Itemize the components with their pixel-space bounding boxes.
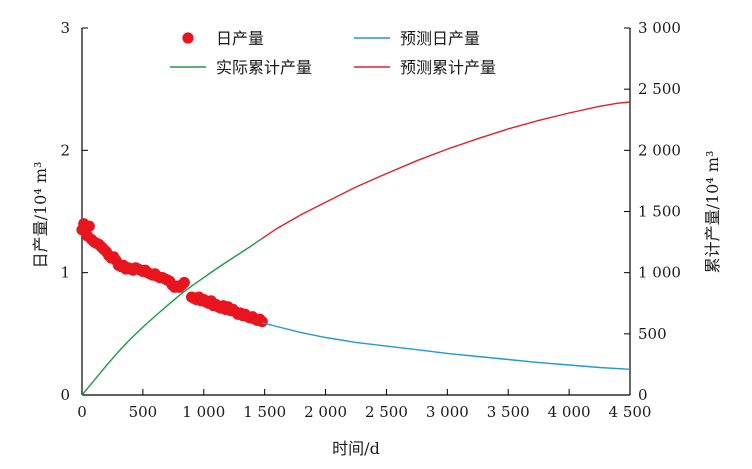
- y-left-tick-label: 3: [60, 19, 70, 37]
- series-line-2: [81, 237, 263, 396]
- x-tick-label: 4 000: [548, 403, 591, 421]
- x-tick-label: 0: [77, 403, 87, 421]
- legend-marker-0: [182, 32, 194, 44]
- series-line-3: [261, 101, 631, 239]
- y-right-tick-label: 1 000: [638, 264, 681, 282]
- x-tick-label: 4 500: [609, 403, 652, 421]
- x-tick-label: 2 000: [304, 403, 347, 421]
- y-left-tick-label: 2: [60, 141, 70, 159]
- x-tick-label: 3 000: [426, 403, 469, 421]
- x-tick-label: 2 500: [365, 403, 408, 421]
- y-right-tick-label: 0: [638, 386, 648, 404]
- y-left-axis-title: 日产量/10⁴ m³: [31, 162, 50, 269]
- y-left-tick-label: 0: [60, 386, 70, 404]
- y-right-tick-label: 3 000: [638, 19, 681, 37]
- scatter-point: [83, 220, 95, 232]
- y-right-tick-label: 2 000: [638, 141, 681, 159]
- scatter-point: [178, 276, 190, 289]
- axes-group: 0 500 1 000 1 500 2 000 2 500 3 000 3 500 4 000 4…: [60, 19, 681, 421]
- scatter-point: [256, 316, 268, 328]
- series-group: [76, 101, 631, 396]
- y-right-tick-label: 1 500: [638, 203, 681, 221]
- legend-label-2: 实际累计产量: [216, 58, 312, 77]
- x-tick-label: 1 500: [243, 403, 286, 421]
- legend-label-0: 日产量: [216, 29, 264, 48]
- axis-titles: 时间/d 日产量/10⁴ m³ 累计产量/10⁴ m³: [31, 151, 722, 458]
- y-right-axis-title: 累计产量/10⁴ m³: [703, 151, 722, 274]
- y-right-tick-label: 2 500: [638, 80, 681, 98]
- x-tick-label: 1 000: [182, 403, 225, 421]
- legend-label-3: 预测累计产量: [400, 58, 496, 77]
- y-left-tick-label: 1: [60, 264, 70, 282]
- x-tick-label: 500: [129, 403, 158, 421]
- series-line-1: [262, 322, 631, 370]
- y-right-tick-label: 500: [638, 325, 667, 343]
- legend-label-1: 预测日产量: [400, 29, 480, 48]
- x-tick-label: 3 500: [487, 403, 530, 421]
- x-axis-title: 时间/d: [332, 439, 380, 458]
